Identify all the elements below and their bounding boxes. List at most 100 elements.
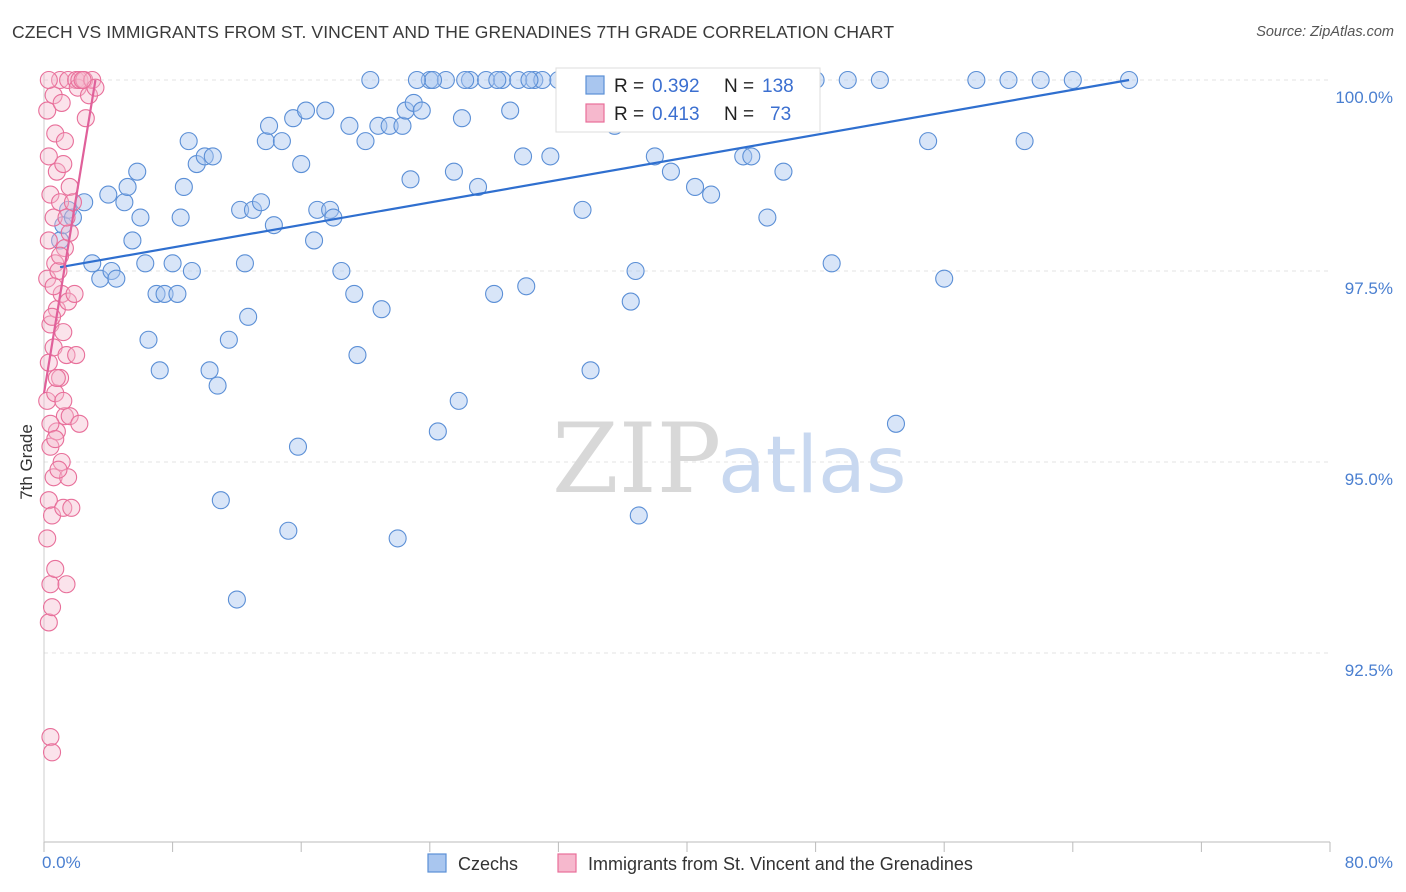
czechs-point-131: [520, 70, 539, 90]
czechs-point-61: [380, 116, 399, 135]
bottom-legend-swatch-svg: [557, 853, 577, 873]
czechs-point-134: [407, 70, 426, 90]
czechs-point-22: [171, 208, 190, 227]
legend-swatch-czechs: [585, 75, 605, 95]
czechs-point-20: [163, 254, 182, 273]
czechs-point-30: [208, 376, 227, 395]
czechs-point-65: [401, 170, 420, 189]
czechs-point-47: [296, 101, 316, 120]
czechs-point-63: [393, 116, 412, 135]
watermark: ZIP atlas: [552, 403, 907, 515]
legend-r-label-2: R =: [614, 104, 644, 125]
legend-r-value-2: 0.413: [652, 104, 700, 125]
top-legend: R = 0.392 N = 138 R = 0.413 N = 73: [555, 67, 821, 133]
axes: [43, 74, 1331, 852]
series-svg-points: [38, 70, 105, 762]
czechs-point-96: [629, 506, 648, 525]
trend-line-czechs: [59, 78, 1130, 269]
czechs-point-130: [488, 70, 507, 90]
czechs-point-100: [661, 162, 680, 181]
y-tick-label-3: 100.0%: [1335, 88, 1393, 107]
czechs-point-133: [423, 70, 443, 90]
czechs-point-103: [685, 177, 705, 197]
chart-title: CZECH VS IMMIGRANTS FROM ST. VINCENT AND…: [12, 22, 895, 42]
czechs-point-48: [305, 231, 324, 250]
source-label: Source: ZipAtlas.com: [1256, 24, 1394, 40]
czechs-point-132: [456, 70, 475, 90]
czechs-point-50: [316, 101, 335, 120]
czechs-point-112: [758, 208, 777, 227]
x-tick-label-1: 80.0%: [1345, 853, 1393, 872]
czechs-point-43: [279, 521, 298, 540]
czechs-point-14: [131, 208, 150, 227]
czechs-point-78: [493, 70, 512, 90]
czechs-point-77: [485, 284, 504, 303]
y-tick-label-0: 92.5%: [1345, 661, 1393, 680]
czechs-point-70: [436, 70, 455, 90]
czechs-point-75: [468, 177, 488, 197]
czechs-point-67: [412, 101, 431, 120]
czechs-point-53: [332, 261, 351, 281]
czechs-point-24: [179, 132, 198, 151]
watermark-zip: ZIP: [552, 403, 721, 515]
czechs-point-10: [115, 193, 134, 212]
czechs-point-85: [541, 147, 560, 166]
czechs-point-72: [449, 391, 468, 410]
gridlines: [44, 79, 1330, 654]
czechs-point-69: [428, 422, 447, 441]
czechs-point-45: [288, 437, 308, 456]
czechs-point-124: [967, 70, 986, 90]
czechs-point-19: [155, 284, 174, 303]
czechs-point-29: [203, 147, 222, 166]
czechs-point-54: [340, 116, 359, 135]
czechs-point-58: [361, 70, 380, 90]
czechs-point-57: [356, 132, 375, 151]
czechs-point-56: [348, 345, 367, 365]
trend-lines: [42, 78, 1130, 394]
y-tick-labels: 92.5% 95.0% 97.5% 100.0%: [1335, 88, 1393, 680]
czechs-point-13: [128, 162, 147, 181]
czechs-point-23: [174, 177, 193, 197]
czechs-point-114: [774, 162, 793, 181]
czechs-point-25: [182, 261, 201, 281]
czechs-point-95: [626, 261, 645, 281]
x-tick-labels: 0.0% 80.0%: [42, 853, 1393, 872]
czechs-point-94: [621, 292, 640, 311]
czechs-point-46: [292, 154, 311, 174]
y-tick-label-2: 97.5%: [1345, 279, 1393, 298]
trend-line-svg: [42, 79, 97, 394]
czechs-point-127: [1031, 70, 1050, 90]
czechs-point-7: [99, 185, 118, 204]
czechs-point-33: [227, 590, 246, 609]
czechs-point-74: [460, 70, 480, 90]
czechs-point-12: [123, 231, 142, 250]
y-tick-label-1: 95.0%: [1345, 470, 1393, 489]
czechs-point-11: [118, 177, 137, 197]
czechs-point-18: [150, 361, 169, 380]
czechs-point-118: [822, 254, 841, 273]
x-tick-label-0: 0.0%: [42, 853, 81, 872]
czechs-point-105: [702, 185, 721, 204]
legend-n-label-2: N =: [724, 104, 754, 125]
legend-swatch-svg: [585, 103, 605, 123]
czechs-point-121: [886, 414, 906, 433]
czechs-point-32: [219, 330, 238, 349]
legend-n-value-1: 138: [762, 76, 794, 97]
czechs-point-36: [239, 307, 258, 326]
czechs-point-28: [200, 361, 219, 380]
bottom-legend-svg: Immigrants from St. Vincent and the Gren…: [588, 854, 973, 874]
czechs-point-123: [935, 269, 954, 288]
czechs-point-34: [231, 200, 250, 219]
czechs-point-81: [513, 147, 533, 166]
czechs-point-9: [107, 269, 126, 288]
czechs-point-84: [533, 70, 552, 90]
czechs-point-79: [501, 101, 520, 120]
czechs-point-16: [136, 254, 155, 273]
czechs-point-120: [870, 70, 889, 90]
czechs-point-40: [259, 116, 279, 135]
czechs-point-31: [211, 491, 230, 510]
czechs-point-38: [251, 193, 271, 212]
czechs-point-21: [168, 284, 187, 303]
legend-r-label-1: R =: [614, 76, 644, 97]
bottom-legend-czechs: Czechs: [458, 854, 518, 874]
